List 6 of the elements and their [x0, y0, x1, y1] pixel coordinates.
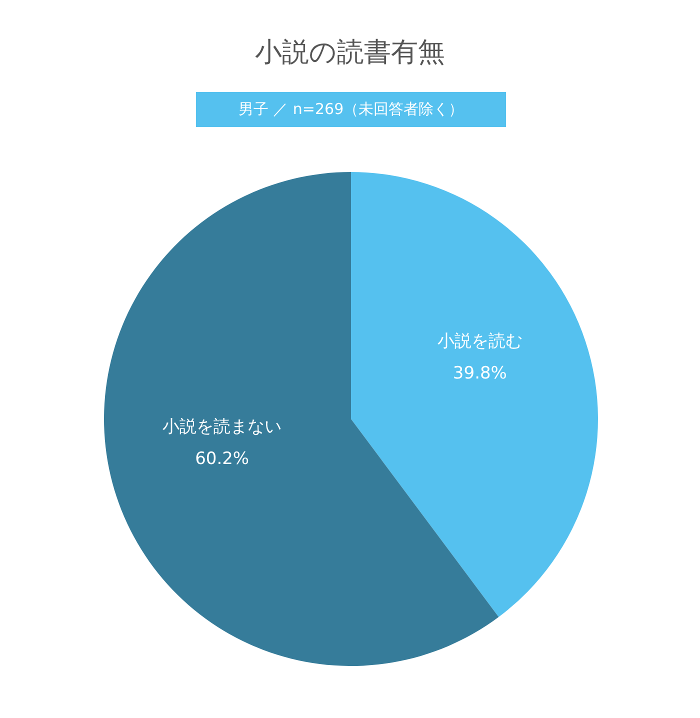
chart-subtitle: 男子 ／ n=269（未回答者除く）: [196, 92, 506, 127]
chart-title: 小説の読書有無: [254, 36, 446, 70]
data-label: 39.8%: [452, 364, 507, 384]
data-label: 60.2%: [195, 449, 250, 470]
slice-label: 小説を読む: [437, 332, 522, 352]
slice-label: 小説を読まない: [162, 417, 282, 438]
